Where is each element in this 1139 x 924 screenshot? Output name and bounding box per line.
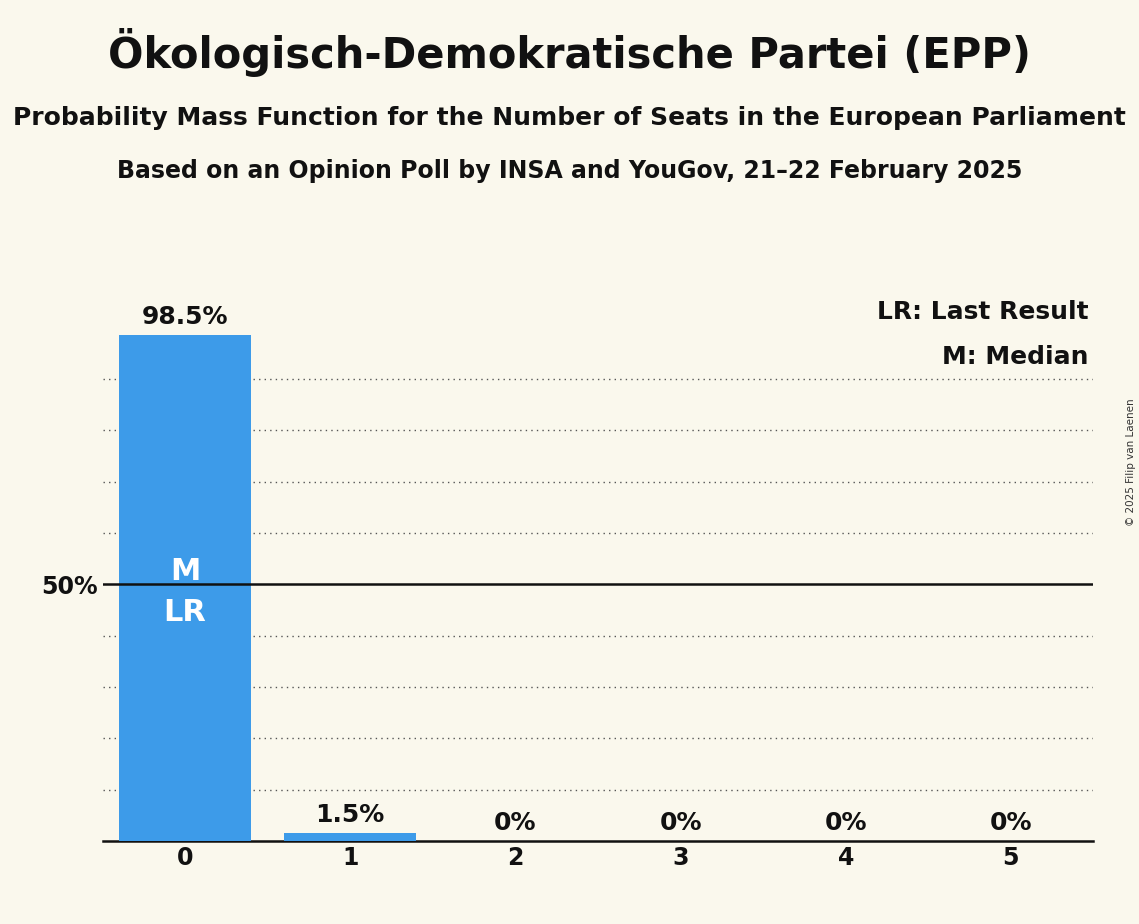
- Text: M: Median: M: Median: [942, 345, 1089, 369]
- Text: 0%: 0%: [494, 810, 536, 834]
- Text: 0%: 0%: [659, 810, 702, 834]
- Text: Based on an Opinion Poll by INSA and YouGov, 21–22 February 2025: Based on an Opinion Poll by INSA and You…: [117, 159, 1022, 183]
- Text: 0%: 0%: [990, 810, 1032, 834]
- Text: 98.5%: 98.5%: [142, 305, 228, 329]
- Bar: [118, 335, 251, 841]
- Text: Probability Mass Function for the Number of Seats in the European Parliament: Probability Mass Function for the Number…: [13, 106, 1126, 130]
- Bar: [285, 833, 417, 841]
- Text: M
LR: M LR: [164, 557, 206, 626]
- Text: LR: Last Result: LR: Last Result: [877, 300, 1089, 324]
- Text: 1.5%: 1.5%: [316, 803, 385, 827]
- Text: 0%: 0%: [825, 810, 867, 834]
- Text: Ökologisch-Demokratische Partei (EPP): Ökologisch-Demokratische Partei (EPP): [108, 28, 1031, 77]
- Text: © 2025 Filip van Laenen: © 2025 Filip van Laenen: [1126, 398, 1136, 526]
